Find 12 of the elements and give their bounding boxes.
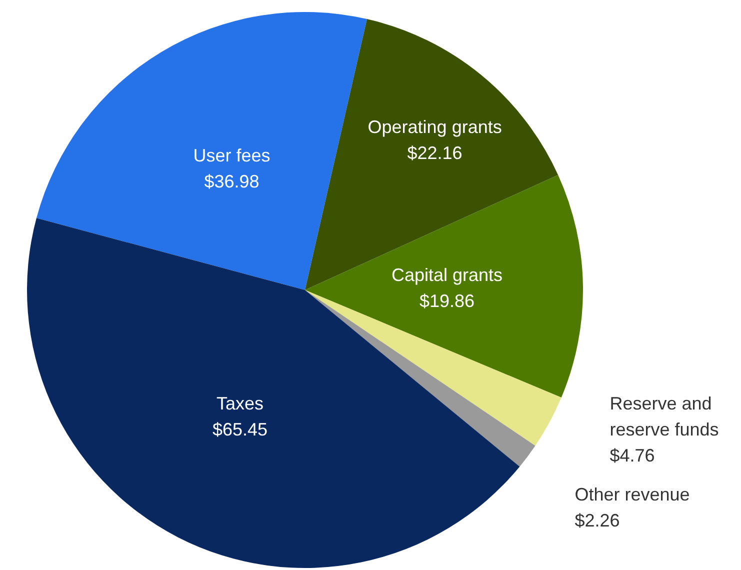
slice-label: Capital grants <box>391 264 503 285</box>
slice-label: Other revenue <box>574 484 690 504</box>
data-label: $65.45 <box>212 419 268 440</box>
slice-label: Operating grants <box>368 116 502 137</box>
slice-label: User fees <box>193 145 270 166</box>
data-label: $22.16 <box>407 142 462 163</box>
data-label: $19.86 <box>419 290 475 311</box>
data-label: $2.26 <box>574 510 620 530</box>
data-label: $4.76 <box>610 445 655 466</box>
slice-label: Reserve and reserve funds <box>610 393 719 440</box>
data-label: $36.98 <box>204 171 260 192</box>
slice-label: Taxes <box>216 393 264 414</box>
